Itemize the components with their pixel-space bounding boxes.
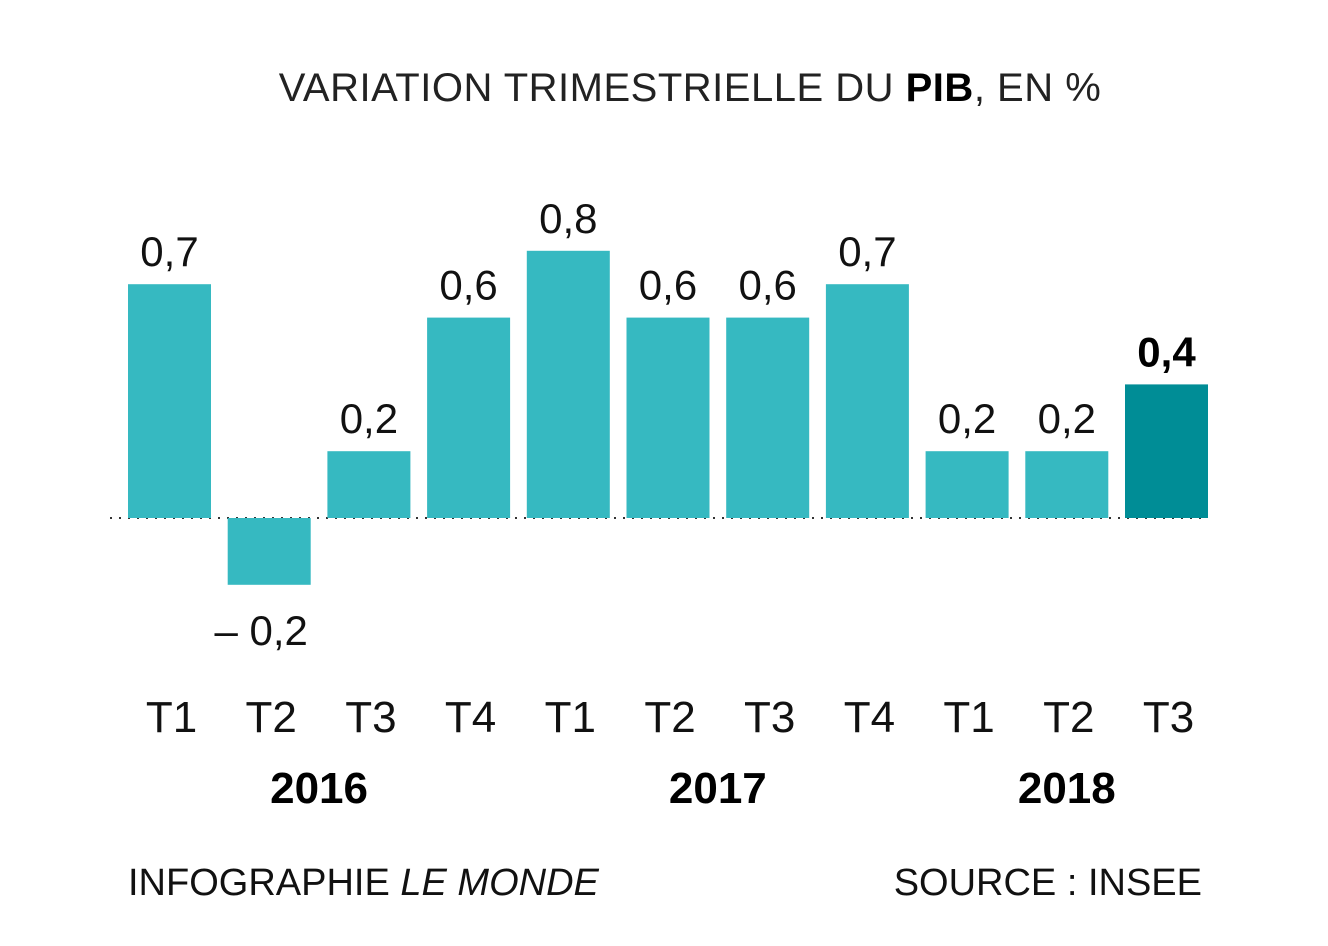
- value-label-2: 0,2: [340, 395, 398, 442]
- bar-7: [825, 284, 909, 518]
- quarter-label-3: T4: [445, 693, 496, 742]
- value-label-8: 0,2: [938, 395, 996, 442]
- bar-3: [427, 317, 511, 518]
- title-bold-pib: PIB: [905, 66, 974, 110]
- bar-0: [128, 284, 211, 518]
- credit: INFOGRAPHIE LE MONDE: [128, 862, 599, 905]
- value-label-6: 0,6: [739, 262, 797, 309]
- quarter-label-2: T3: [345, 693, 396, 742]
- quarter-label-0: T1: [146, 693, 197, 742]
- value-label-10: 0,4: [1137, 328, 1196, 375]
- value-label-1: – 0,2: [214, 607, 307, 654]
- title-unit: , EN %: [973, 66, 1102, 110]
- quarter-label-10: T3: [1143, 693, 1194, 742]
- credit-prefix: INFOGRAPHIE: [128, 862, 401, 904]
- quarter-label-4: T1: [545, 693, 596, 742]
- value-label-7: 0,7: [838, 228, 896, 275]
- chart-title: VARIATION TRIMESTRIELLE DU PIB, EN %: [0, 66, 1328, 111]
- credit-brand: LE MONDE: [400, 862, 599, 904]
- value-label-3: 0,6: [439, 262, 497, 309]
- bar-1: [227, 518, 311, 585]
- quarter-label-9: T2: [1043, 693, 1094, 742]
- quarter-label-7: T4: [844, 693, 895, 742]
- year-label-2018: 2018: [1018, 764, 1116, 813]
- year-label-2016: 2016: [270, 764, 368, 813]
- bar-5: [626, 317, 710, 518]
- title-text: VARIATION TRIMESTRIELLE DU: [278, 66, 906, 110]
- source: SOURCE : INSEE: [893, 862, 1202, 904]
- bar-6: [726, 317, 810, 518]
- bar-2: [327, 451, 411, 518]
- quarter-label-8: T1: [943, 693, 994, 742]
- value-label-5: 0,6: [639, 262, 697, 309]
- bar-8: [925, 451, 1009, 518]
- value-label-0: 0,7: [140, 228, 198, 275]
- bar-4: [526, 250, 610, 519]
- quarter-label-6: T3: [744, 693, 795, 742]
- year-label-2017: 2017: [669, 764, 767, 813]
- quarter-label-5: T2: [644, 693, 695, 742]
- bar-9: [1025, 451, 1109, 518]
- bar-10: [1125, 384, 1208, 518]
- value-label-4: 0,8: [539, 195, 597, 242]
- value-label-9: 0,2: [1038, 395, 1096, 442]
- quarter-label-1: T2: [246, 693, 297, 742]
